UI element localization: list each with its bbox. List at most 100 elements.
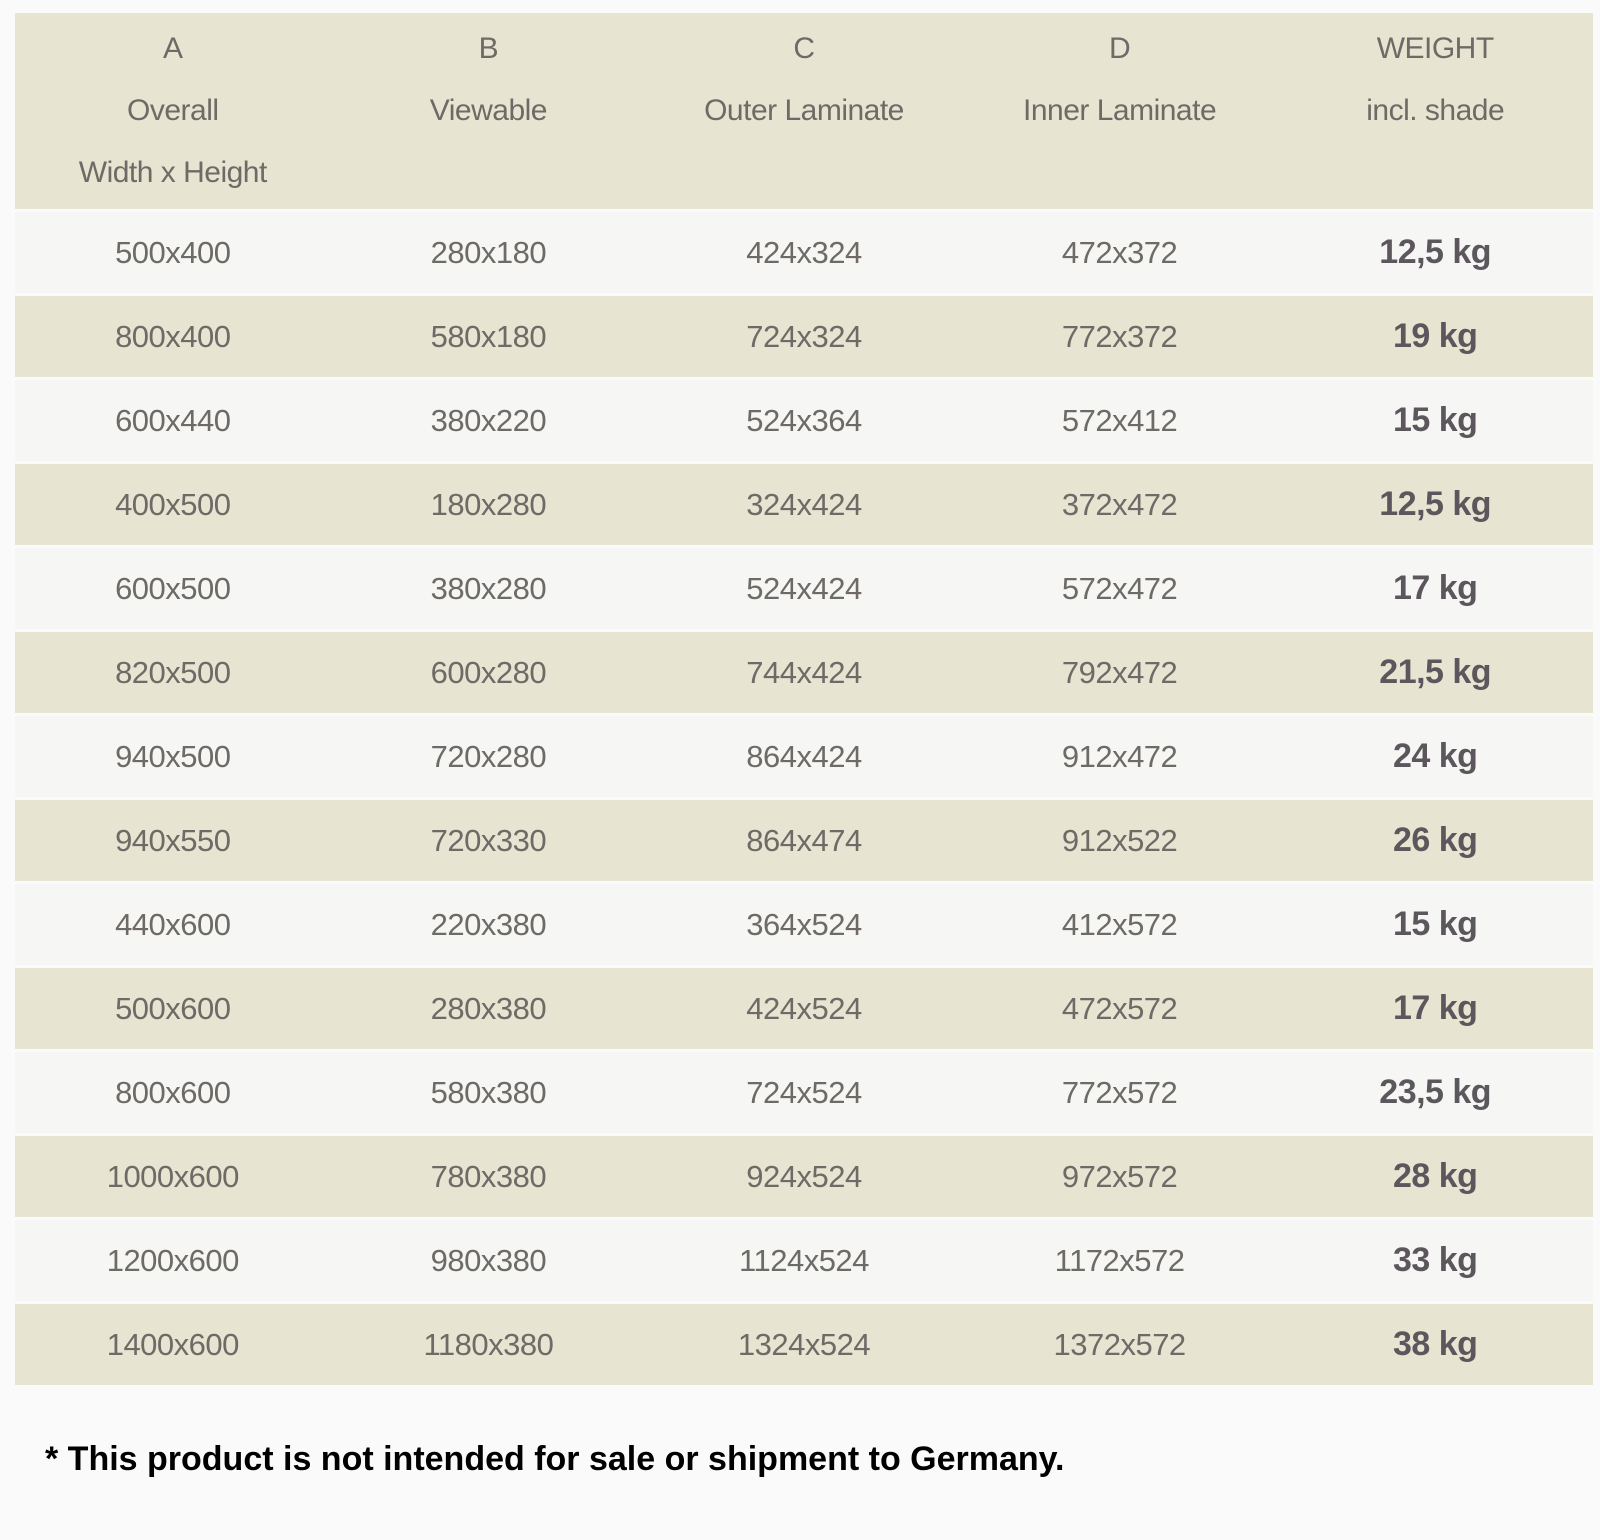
table-row: 940x550 720x330 864x474 912x522 26 kg <box>15 800 1593 881</box>
weight-cell: 15 kg <box>1277 884 1593 965</box>
column-label-outer-laminate: Outer Laminate <box>704 94 904 127</box>
inner-laminate-cell: 1172x572 <box>961 1220 1278 1301</box>
overall-size-cell: 1000x600 <box>15 1136 331 1217</box>
weight-cell: 26 kg <box>1277 800 1593 881</box>
table-row: 800x600 580x380 724x524 772x572 23,5 kg <box>15 1052 1593 1133</box>
overall-size-cell: 400x500 <box>15 464 331 545</box>
outer-laminate-cell: 1324x524 <box>646 1304 962 1385</box>
weight-cell: 38 kg <box>1277 1304 1593 1385</box>
spec-page: A Overall Width x Height B Viewable C Ou… <box>15 10 1593 1478</box>
overall-size-cell: 1400x600 <box>15 1304 331 1385</box>
weight-cell: 21,5 kg <box>1277 632 1593 713</box>
inner-laminate-cell: 792x472 <box>961 632 1278 713</box>
table-row: 940x500 720x280 864x424 912x472 24 kg <box>15 716 1593 797</box>
weight-cell: 33 kg <box>1277 1220 1593 1301</box>
column-label-inner-laminate: Inner Laminate <box>1023 94 1217 127</box>
weight-cell: 17 kg <box>1277 548 1593 629</box>
table-row: 400x500 180x280 324x424 372x472 12,5 kg <box>15 464 1593 545</box>
viewable-size-cell: 220x380 <box>330 884 647 965</box>
viewable-size-cell: 600x280 <box>330 632 647 713</box>
overall-size-cell: 800x400 <box>15 296 331 377</box>
column-letter-a: A <box>163 32 183 65</box>
outer-laminate-cell: 744x424 <box>646 632 962 713</box>
column-header-weight: WEIGHT incl. shade <box>1277 13 1593 209</box>
overall-size-cell: 820x500 <box>15 632 331 713</box>
overall-size-cell: 940x550 <box>15 800 331 881</box>
column-label-viewable: Viewable <box>429 94 548 127</box>
viewable-size-cell: 980x380 <box>330 1220 647 1301</box>
table-body: 500x400 280x180 424x324 472x372 12,5 kg … <box>15 212 1593 1385</box>
weight-cell: 28 kg <box>1277 1136 1593 1217</box>
inner-laminate-cell: 912x472 <box>961 716 1278 797</box>
outer-laminate-cell: 724x524 <box>646 1052 962 1133</box>
inner-laminate-cell: 472x572 <box>961 968 1278 1049</box>
viewable-size-cell: 580x380 <box>330 1052 647 1133</box>
viewable-size-cell: 380x220 <box>330 380 647 461</box>
overall-size-cell: 600x500 <box>15 548 331 629</box>
outer-laminate-cell: 864x424 <box>646 716 962 797</box>
overall-size-cell: 440x600 <box>15 884 331 965</box>
inner-laminate-cell: 372x472 <box>961 464 1278 545</box>
weight-cell: 12,5 kg <box>1277 464 1593 545</box>
table-row: 1000x600 780x380 924x524 972x572 28 kg <box>15 1136 1593 1217</box>
table-row: 1200x600 980x380 1124x524 1172x572 33 kg <box>15 1220 1593 1301</box>
inner-laminate-cell: 1372x572 <box>961 1304 1278 1385</box>
overall-size-cell: 940x500 <box>15 716 331 797</box>
table-row: 1400x600 1180x380 1324x524 1372x572 38 k… <box>15 1304 1593 1385</box>
viewable-size-cell: 580x180 <box>330 296 647 377</box>
inner-laminate-cell: 772x572 <box>961 1052 1278 1133</box>
outer-laminate-cell: 1124x524 <box>646 1220 962 1301</box>
table-row: 500x400 280x180 424x324 472x372 12,5 kg <box>15 212 1593 293</box>
weight-cell: 17 kg <box>1277 968 1593 1049</box>
table-row: 600x500 380x280 524x424 572x472 17 kg <box>15 548 1593 629</box>
column-label-incl-shade: incl. shade <box>1366 94 1505 127</box>
inner-laminate-cell: 772x372 <box>961 296 1278 377</box>
outer-laminate-cell: 324x424 <box>646 464 962 545</box>
viewable-size-cell: 720x280 <box>330 716 647 797</box>
table-row: 600x440 380x220 524x364 572x412 15 kg <box>15 380 1593 461</box>
overall-size-cell: 800x600 <box>15 1052 331 1133</box>
column-label-overall: Overall <box>127 94 219 127</box>
outer-laminate-cell: 424x324 <box>646 212 962 293</box>
column-header-inner-laminate: D Inner Laminate <box>961 13 1278 209</box>
overall-size-cell: 500x600 <box>15 968 331 1049</box>
outer-laminate-cell: 724x324 <box>646 296 962 377</box>
inner-laminate-cell: 912x522 <box>961 800 1278 881</box>
outer-laminate-cell: 864x474 <box>646 800 962 881</box>
column-header-viewable: B Viewable <box>330 13 647 209</box>
outer-laminate-cell: 924x524 <box>646 1136 962 1217</box>
germany-disclaimer: * This product is not intended for sale … <box>45 1440 1065 1478</box>
inner-laminate-cell: 572x472 <box>961 548 1278 629</box>
viewable-size-cell: 180x280 <box>330 464 647 545</box>
column-sublabel-width-height: Width x Height <box>78 156 268 189</box>
table-row: 820x500 600x280 744x424 792x472 21,5 kg <box>15 632 1593 713</box>
column-letter-d: D <box>1108 32 1131 65</box>
weight-cell: 24 kg <box>1277 716 1593 797</box>
overall-size-cell: 500x400 <box>15 212 331 293</box>
overall-size-cell: 1200x600 <box>15 1220 331 1301</box>
inner-laminate-cell: 412x572 <box>961 884 1278 965</box>
table-header-row: A Overall Width x Height B Viewable C Ou… <box>15 13 1593 209</box>
viewable-size-cell: 280x380 <box>330 968 647 1049</box>
column-header-outer-laminate: C Outer Laminate <box>646 13 962 209</box>
outer-laminate-cell: 524x424 <box>646 548 962 629</box>
inner-laminate-cell: 472x372 <box>961 212 1278 293</box>
column-letter-c: C <box>793 32 815 65</box>
table-row: 440x600 220x380 364x524 412x572 15 kg <box>15 884 1593 965</box>
table-row: 500x600 280x380 424x524 472x572 17 kg <box>15 968 1593 1049</box>
viewable-size-cell: 280x180 <box>330 212 647 293</box>
outer-laminate-cell: 424x524 <box>646 968 962 1049</box>
dimensions-table: A Overall Width x Height B Viewable C Ou… <box>15 10 1593 1388</box>
inner-laminate-cell: 972x572 <box>961 1136 1278 1217</box>
viewable-size-cell: 720x330 <box>330 800 647 881</box>
column-letter-weight: WEIGHT <box>1376 32 1494 65</box>
weight-cell: 23,5 kg <box>1277 1052 1593 1133</box>
table-row: 800x400 580x180 724x324 772x372 19 kg <box>15 296 1593 377</box>
viewable-size-cell: 1180x380 <box>330 1304 647 1385</box>
viewable-size-cell: 380x280 <box>330 548 647 629</box>
viewable-size-cell: 780x380 <box>330 1136 647 1217</box>
column-letter-b: B <box>478 32 499 65</box>
outer-laminate-cell: 364x524 <box>646 884 962 965</box>
weight-cell: 15 kg <box>1277 380 1593 461</box>
inner-laminate-cell: 572x412 <box>961 380 1278 461</box>
